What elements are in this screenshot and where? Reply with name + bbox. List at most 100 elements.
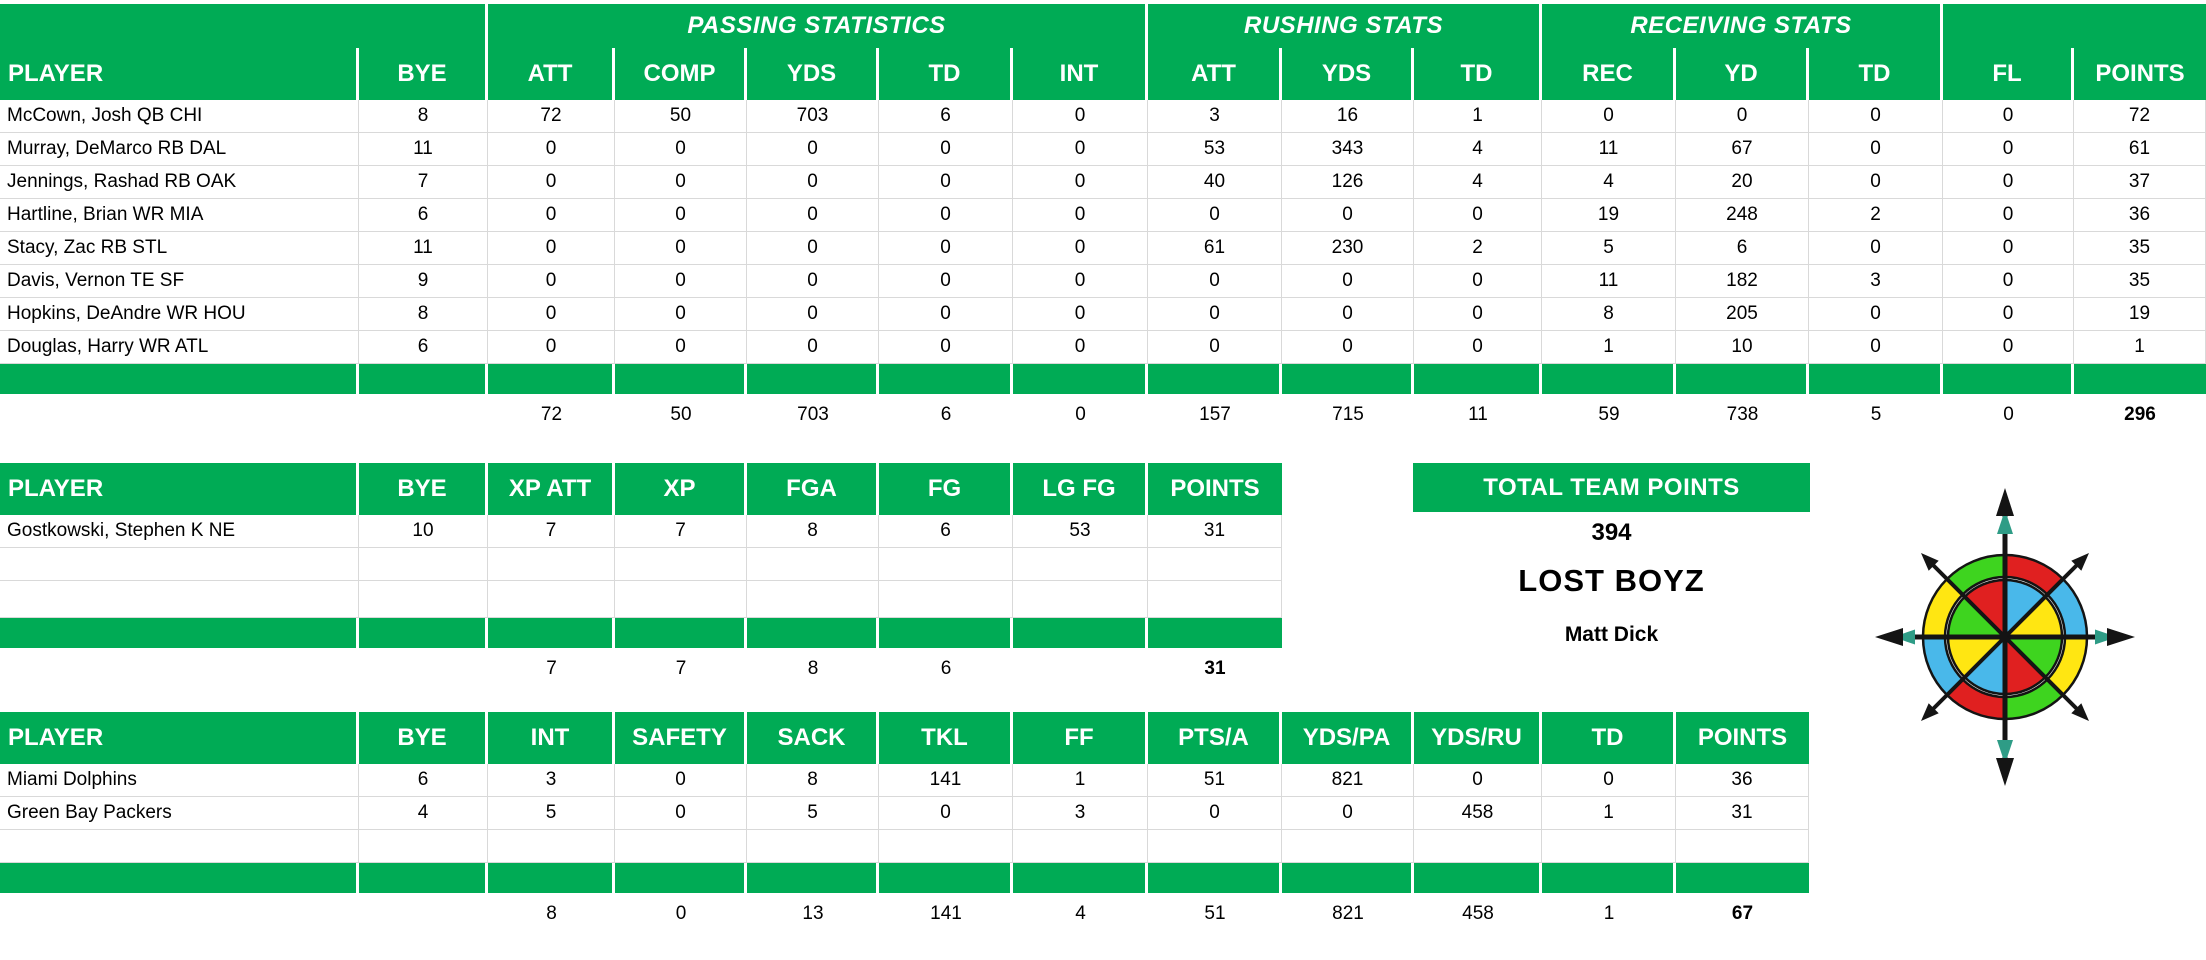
separator-row-cell	[0, 364, 359, 394]
stat-cell: 0	[1809, 232, 1943, 265]
stat-cell: 0	[1148, 199, 1282, 232]
column-header: POINTS	[1148, 463, 1282, 515]
stat-cell: 0	[747, 265, 879, 298]
separator-row-cell	[488, 618, 615, 648]
stat-cell: 0	[879, 298, 1013, 331]
stat-cell: 230	[1282, 232, 1414, 265]
stat-cell: 0	[1943, 298, 2074, 331]
separator-row-cell	[615, 364, 747, 394]
stat-cell: 0	[1809, 133, 1943, 166]
stat-cell: 0	[1542, 100, 1676, 133]
team-name: LOST BOYZ	[1518, 563, 1705, 598]
separator-row-cell	[1282, 863, 1414, 893]
stat-cell: 3	[1809, 265, 1943, 298]
column-header: YD	[1676, 48, 1809, 100]
total-cell: 31	[1148, 652, 1282, 686]
total-team-points-header: TOTAL TEAM POINTS	[1413, 463, 1810, 512]
stat-cell: 8	[1542, 298, 1676, 331]
empty-cell	[0, 581, 359, 618]
total-cell	[359, 398, 488, 432]
total-cell: 6	[879, 398, 1013, 432]
stat-cell: 0	[1013, 100, 1148, 133]
stat-cell: 50	[615, 100, 747, 133]
separator-row-cell	[615, 618, 747, 648]
column-header: PLAYER	[0, 48, 359, 100]
player-cell: Hartline, Brian WR MIA	[0, 199, 359, 232]
empty-cell	[615, 548, 747, 581]
total-cell: 0	[615, 897, 747, 931]
empty-cell	[1676, 830, 1809, 863]
column-header: FG	[879, 463, 1013, 515]
stat-cell: 0	[615, 298, 747, 331]
total-cell: 738	[1676, 398, 1809, 432]
stat-cell: 0	[747, 331, 879, 364]
stat-cell: 0	[1809, 166, 1943, 199]
total-cell: 141	[879, 897, 1013, 931]
stat-cell: 5	[747, 797, 879, 830]
empty-cell	[1542, 830, 1676, 863]
stat-cell: 67	[1676, 133, 1809, 166]
total-cell: 6	[879, 652, 1013, 686]
empty-cell	[359, 581, 488, 618]
stat-cell: 11	[359, 232, 488, 265]
total-cell: 0	[1013, 398, 1148, 432]
stat-cell: 7	[359, 166, 488, 199]
stat-cell: 0	[615, 232, 747, 265]
empty-cell	[359, 830, 488, 863]
stat-cell: 6	[879, 515, 1013, 548]
stat-cell: 4	[1414, 166, 1542, 199]
empty-cell	[1013, 581, 1148, 618]
stat-cell: 11	[1542, 265, 1676, 298]
column-header: ATT	[488, 48, 615, 100]
total-cell	[0, 398, 359, 432]
total-cell: 8	[747, 652, 879, 686]
total-cell	[0, 652, 359, 686]
stat-cell: 31	[1676, 797, 1809, 830]
stat-cell: 0	[488, 133, 615, 166]
stat-cell: 8	[747, 515, 879, 548]
separator-row-cell	[1943, 364, 2074, 394]
stat-cell: 4	[1414, 133, 1542, 166]
stat-cell: 7	[488, 515, 615, 548]
stat-cell: 10	[359, 515, 488, 548]
separator-row-cell	[1148, 364, 1282, 394]
total-cell	[0, 897, 359, 931]
column-header: SACK	[747, 712, 879, 764]
owner-name: Matt Dick	[1564, 623, 1659, 646]
stat-cell: 0	[488, 331, 615, 364]
empty-cell	[0, 548, 359, 581]
empty-cell	[1414, 830, 1542, 863]
column-header: FL	[1943, 48, 2074, 100]
stat-cell: 0	[488, 265, 615, 298]
stat-cell: 1	[1542, 797, 1676, 830]
stat-cell: 16	[1282, 100, 1414, 133]
player-cell: Davis, Vernon TE SF	[0, 265, 359, 298]
column-header: YDS	[747, 48, 879, 100]
stat-cell: 11	[359, 133, 488, 166]
empty-cell	[747, 830, 879, 863]
separator-row-cell	[1809, 364, 1943, 394]
empty-cell	[488, 548, 615, 581]
player-cell: Stacy, Zac RB STL	[0, 232, 359, 265]
empty-cell	[879, 581, 1013, 618]
stat-cell: 8	[359, 298, 488, 331]
stat-cell: 10	[1676, 331, 1809, 364]
stat-cell: 0	[879, 331, 1013, 364]
stat-cell: 0	[615, 265, 747, 298]
empty-cell	[747, 581, 879, 618]
stat-cell: 703	[747, 100, 879, 133]
stat-cell: 0	[1809, 100, 1943, 133]
column-header: LG FG	[1013, 463, 1148, 515]
separator-row-cell	[488, 364, 615, 394]
stat-cell: 61	[2074, 133, 2206, 166]
empty-cell	[615, 581, 747, 618]
stat-cell: 0	[615, 764, 747, 797]
stat-cell: 0	[1013, 232, 1148, 265]
column-header: PLAYER	[0, 463, 359, 515]
stat-cell: 19	[2074, 298, 2206, 331]
stat-cell: 0	[1013, 166, 1148, 199]
stat-cell: 0	[747, 199, 879, 232]
separator-row-cell	[0, 618, 359, 648]
player-cell: Murray, DeMarco RB DAL	[0, 133, 359, 166]
stat-cell: 4	[359, 797, 488, 830]
